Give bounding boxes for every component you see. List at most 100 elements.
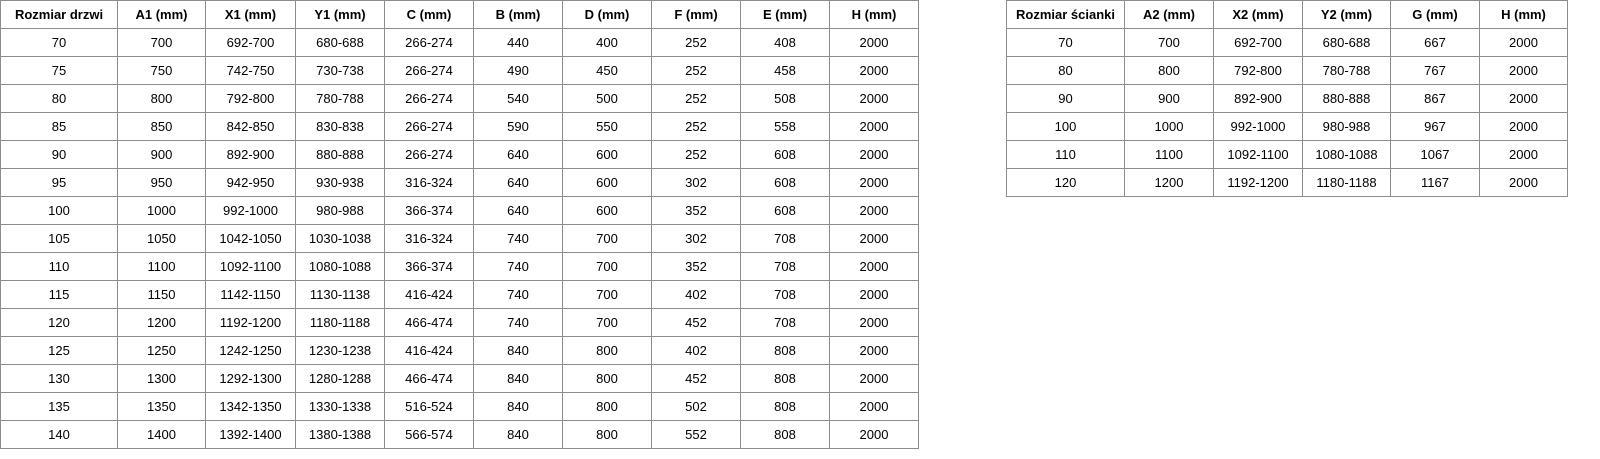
table-cell: 490 (473, 56, 563, 85)
table-cell: 1167 (1390, 168, 1480, 197)
table-cell: 500 (562, 84, 652, 113)
table-cell: 140 (0, 420, 118, 449)
table-cell: 2000 (1479, 28, 1568, 57)
table-cell: 692-700 (205, 28, 296, 57)
table-row: 80 800 792-800 780-788 767 2000 (1006, 56, 1568, 85)
table-cell: 2000 (829, 28, 919, 57)
table-cell: 608 (740, 196, 830, 225)
table-cell: 992-1000 (1213, 112, 1303, 141)
table-cell: 1100 (1124, 140, 1214, 169)
table-cell: 2000 (829, 84, 919, 113)
table-cell: 70 (1006, 28, 1125, 57)
table-cell: 80 (0, 84, 118, 113)
column-header: Y2 (mm) (1302, 0, 1391, 29)
table-cell: 416-424 (384, 280, 474, 309)
table-cell: 1242-1250 (205, 336, 296, 365)
table-cell: 2000 (1479, 84, 1568, 113)
table-cell: 2000 (829, 420, 919, 449)
column-header: H (mm) (829, 0, 919, 29)
column-header: A1 (mm) (117, 0, 206, 29)
table-cell: 708 (740, 308, 830, 337)
table-cell: 667 (1390, 28, 1480, 57)
table-cell: 100 (0, 196, 118, 225)
table-cell: 892-900 (1213, 84, 1303, 113)
table-cell: 316-324 (384, 224, 474, 253)
table-cell: 352 (651, 252, 741, 281)
column-header: D (mm) (562, 0, 652, 29)
table-cell: 302 (651, 168, 741, 197)
table-cell: 2000 (829, 196, 919, 225)
table-cell: 135 (0, 392, 118, 421)
table-cell: 115 (0, 280, 118, 309)
table-cell: 408 (740, 28, 830, 57)
table-row: 80 800 792-800 780-788 266-274 540 500 252 508 20… (0, 84, 919, 113)
walls-dimension-table: Rozmiar ścianki A2 (mm) X2 (mm) Y2 (mm) G (m… (1006, 0, 1568, 197)
table-cell: 402 (651, 280, 741, 309)
table-cell: 1200 (117, 308, 206, 337)
column-header: E (mm) (740, 0, 830, 29)
table-cell: 1200 (1124, 168, 1214, 197)
table-cell: 700 (562, 308, 652, 337)
column-header: H (mm) (1479, 0, 1568, 29)
table-cell: 792-800 (1213, 56, 1303, 85)
table-cell: 600 (562, 168, 652, 197)
table-cell: 550 (562, 112, 652, 141)
column-header: X2 (mm) (1213, 0, 1303, 29)
table-cell: 90 (0, 140, 118, 169)
header-row: Rozmiar drzwi A1 (mm) X1 (mm) Y1 (mm) C (mm)… (0, 0, 919, 29)
column-header: G (mm) (1390, 0, 1480, 29)
table-cell: 1080-1088 (1302, 140, 1391, 169)
table-cell: 2000 (1479, 112, 1568, 141)
table-cell: 2000 (829, 308, 919, 337)
table-row: 70 700 692-700 680-688 266-274 440 400 252 408 20… (0, 28, 919, 57)
table-cell: 1100 (117, 252, 206, 281)
table-cell: 680-688 (295, 28, 385, 57)
table-cell: 252 (651, 140, 741, 169)
table-cell: 2000 (1479, 168, 1568, 197)
table-cell: 2000 (829, 224, 919, 253)
column-header: Rozmiar drzwi (0, 0, 118, 29)
table-cell: 867 (1390, 84, 1480, 113)
table-cell: 1280-1288 (295, 364, 385, 393)
table-cell: 1142-1150 (205, 280, 296, 309)
table-cell: 2000 (1479, 140, 1568, 169)
table-cell: 700 (1124, 28, 1214, 57)
table-cell: 792-800 (205, 84, 296, 113)
table-cell: 252 (651, 28, 741, 57)
table-cell: 1180-1188 (295, 308, 385, 337)
table-cell: 992-1000 (205, 196, 296, 225)
table-cell: 950 (117, 168, 206, 197)
table-cell: 800 (562, 336, 652, 365)
table-cell: 70 (0, 28, 118, 57)
table-cell: 352 (651, 196, 741, 225)
table-cell: 1150 (117, 280, 206, 309)
table-cell: 640 (473, 196, 563, 225)
table-cell: 840 (473, 336, 563, 365)
table-cell: 90 (1006, 84, 1125, 113)
table-cell: 1180-1188 (1302, 168, 1391, 197)
table-cell: 2000 (829, 280, 919, 309)
table-cell: 830-838 (295, 112, 385, 141)
table-cell: 640 (473, 168, 563, 197)
table-cell: 740 (473, 252, 563, 281)
table-cell: 740 (473, 280, 563, 309)
table-cell: 750 (117, 56, 206, 85)
table-cell: 2000 (829, 140, 919, 169)
table-cell: 366-374 (384, 196, 474, 225)
table-cell: 980-988 (295, 196, 385, 225)
table-cell: 1292-1300 (205, 364, 296, 393)
table-cell: 1250 (117, 336, 206, 365)
table-cell: 85 (0, 112, 118, 141)
table-cell: 708 (740, 252, 830, 281)
table-row: 115 1150 1142-1150 1130-1138 416-424 740 700 40… (0, 280, 919, 309)
table-cell: 1000 (1124, 112, 1214, 141)
table-cell: 125 (0, 336, 118, 365)
table-cell: 2000 (829, 112, 919, 141)
table-cell: 2000 (829, 364, 919, 393)
table-cell: 800 (117, 84, 206, 113)
table-cell: 2000 (829, 56, 919, 85)
table-cell: 808 (740, 420, 830, 449)
table-cell: 880-888 (295, 140, 385, 169)
table-cell: 452 (651, 308, 741, 337)
table-cell: 780-788 (1302, 56, 1391, 85)
